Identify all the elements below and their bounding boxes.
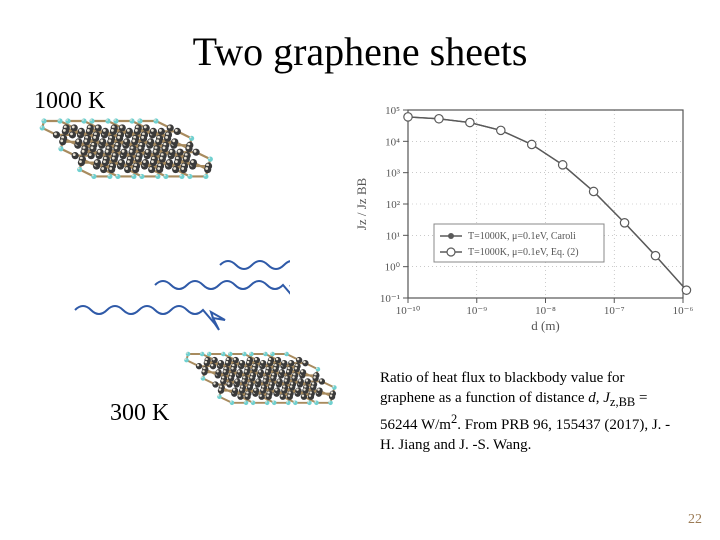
svg-text:10⁴: 10⁴: [385, 136, 400, 148]
svg-text:10³: 10³: [386, 168, 401, 180]
caption-var-j: J: [603, 390, 610, 406]
svg-text:10⁻⁷: 10⁻⁷: [604, 305, 625, 317]
caption-var-d: d: [588, 390, 596, 406]
svg-text:T=1000K, μ=0.1eV, Eq. (2): T=1000K, μ=0.1eV, Eq. (2): [468, 247, 579, 258]
heat-transfer-arrows: [60, 255, 290, 370]
figure-caption: Ratio of heat flux to blackbody value fo…: [380, 368, 680, 456]
svg-text:10⁻⁹: 10⁻⁹: [466, 305, 487, 317]
svg-text:10⁻¹⁰: 10⁻¹⁰: [396, 305, 421, 317]
page-title: Two graphene sheets: [0, 28, 720, 75]
svg-text:10⁻⁸: 10⁻⁸: [535, 305, 556, 317]
svg-text:d (m): d (m): [531, 318, 560, 333]
svg-text:10⁵: 10⁵: [385, 105, 400, 117]
svg-text:10¹: 10¹: [386, 230, 400, 242]
temperature-hot-label: 1000 K: [34, 88, 105, 115]
page-number: 22: [688, 512, 702, 528]
svg-text:T=1000K, μ=0.1eV, Caroli: T=1000K, μ=0.1eV, Caroli: [468, 231, 576, 242]
svg-text:10⁻⁶: 10⁻⁶: [673, 305, 694, 317]
svg-text:10²: 10²: [386, 199, 401, 211]
svg-text:10⁰: 10⁰: [385, 262, 401, 274]
svg-text:Jz / Jz BB: Jz / Jz BB: [354, 177, 369, 230]
caption-sub-jzbb: z,BB: [610, 395, 635, 409]
heat-flux-ratio-chart: 10⁻¹⁰ 10⁻⁹ 10⁻⁸ 10⁻⁷ 10⁻⁶ 10⁻¹ 10⁰ 10¹ 10² 10³ 10⁴…: [348, 98, 698, 333]
graphene-sheet-top: [30, 115, 240, 265]
temperature-cold-label: 300 K: [110, 400, 169, 427]
svg-text:10⁻¹: 10⁻¹: [380, 293, 400, 305]
